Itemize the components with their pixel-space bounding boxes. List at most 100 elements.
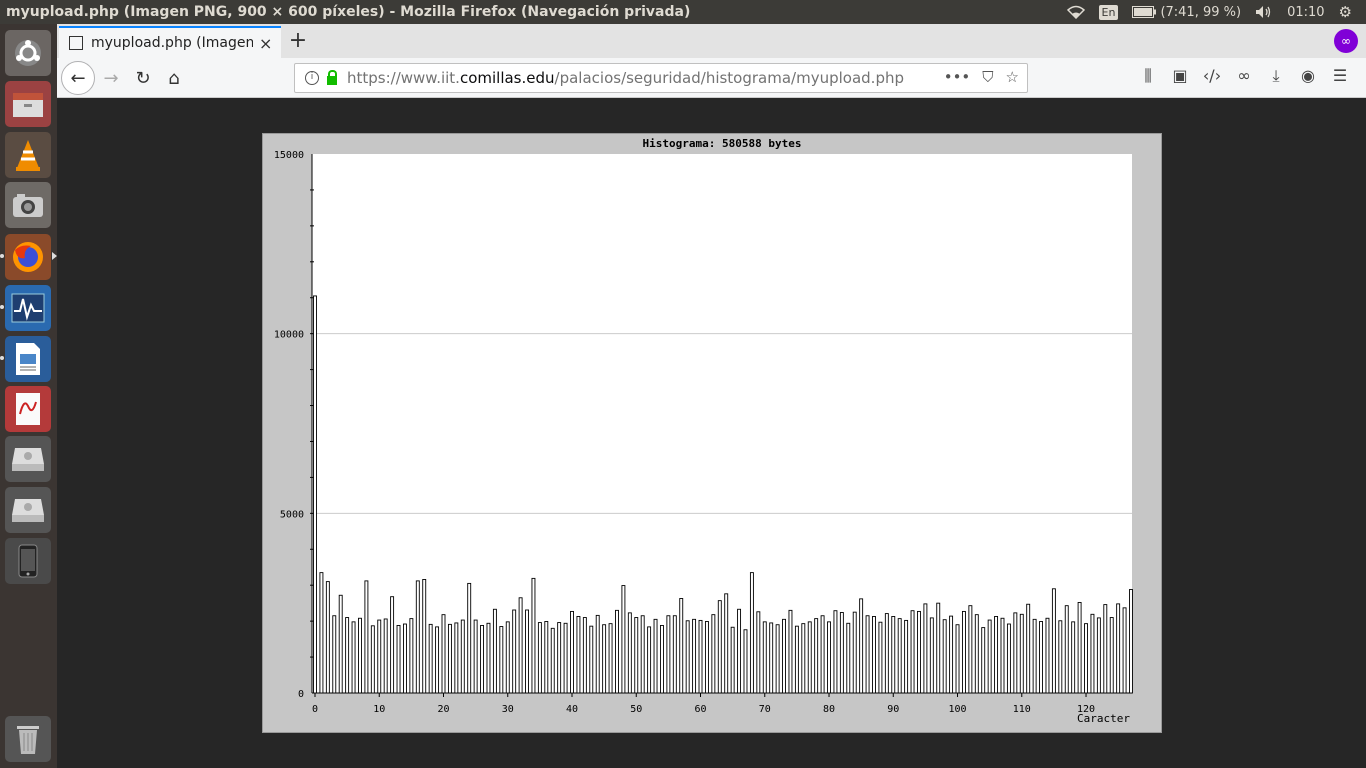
histogram-bar bbox=[910, 610, 915, 694]
wifi-icon[interactable] bbox=[1066, 5, 1085, 19]
vlc-icon[interactable] bbox=[5, 132, 51, 178]
histogram-bar bbox=[608, 623, 613, 694]
pocket-icon[interactable]: ⛉ bbox=[982, 68, 994, 86]
histogram-bar bbox=[711, 614, 716, 694]
x-tick-label: 50 bbox=[630, 704, 642, 715]
histogram-bar bbox=[576, 616, 581, 694]
drive-icon[interactable] bbox=[5, 487, 51, 533]
tab-label: myupload.php (Imagen P bbox=[91, 35, 253, 51]
ubuntu-icon[interactable] bbox=[5, 30, 51, 76]
x-tick-label: 10 bbox=[373, 704, 385, 715]
histogram-bar bbox=[390, 596, 395, 694]
system-monitor-icon[interactable] bbox=[5, 285, 51, 331]
camera-icon[interactable] bbox=[5, 182, 51, 228]
histogram-bar bbox=[794, 625, 799, 694]
x-tick-label: 0 bbox=[312, 704, 318, 715]
histogram-bar bbox=[415, 580, 420, 694]
url-bar[interactable]: i https://www.iit.comillas.edu/palacios/… bbox=[294, 63, 1028, 93]
chart-title: Histograma: 580588 bytes bbox=[643, 137, 802, 150]
histogram-bar bbox=[865, 615, 870, 694]
clock[interactable]: 01:10 bbox=[1287, 4, 1325, 20]
reload-button[interactable]: ↻ bbox=[135, 67, 151, 89]
histogram-bar bbox=[1064, 605, 1069, 694]
page-actions-icon[interactable]: ••• bbox=[943, 68, 971, 86]
histogram-bar bbox=[827, 621, 831, 694]
histogram-bar bbox=[403, 623, 407, 694]
file-cabinet-icon[interactable] bbox=[5, 81, 51, 127]
histogram-bar bbox=[319, 572, 324, 694]
histogram-bar bbox=[904, 619, 909, 694]
histogram-bar bbox=[955, 624, 960, 694]
trash-icon[interactable] bbox=[5, 716, 51, 762]
histogram-bar bbox=[1103, 604, 1108, 694]
histogram-bar bbox=[505, 621, 510, 694]
histogram-bar bbox=[974, 614, 979, 694]
histogram-bar bbox=[891, 616, 896, 694]
x-tick-label: 60 bbox=[694, 704, 706, 715]
firefox-icon[interactable] bbox=[5, 234, 51, 280]
unity-launcher bbox=[0, 24, 57, 768]
histogram-bar bbox=[544, 621, 549, 694]
histogram-bar bbox=[814, 618, 819, 694]
histogram-bar bbox=[839, 612, 844, 694]
close-tab-icon[interactable]: × bbox=[259, 33, 273, 53]
battery-indicator[interactable]: (7:41, 99 %) bbox=[1132, 5, 1241, 20]
histogram-bar bbox=[679, 598, 684, 694]
histogram-bar bbox=[884, 613, 889, 694]
drive-icon[interactable] bbox=[5, 436, 51, 482]
gear-icon[interactable]: ⚙ bbox=[1338, 3, 1352, 21]
histogram-bar bbox=[1032, 618, 1037, 694]
histogram-bar bbox=[422, 579, 427, 694]
site-info-icon[interactable]: i bbox=[305, 71, 319, 85]
menu-icon[interactable]: ☰ bbox=[1332, 66, 1348, 85]
forward-button[interactable]: → bbox=[103, 67, 119, 89]
histogram-chart: 0 5000 10000 15000 0 10 20 30 40 50 60 70 80 90 100 110… bbox=[274, 137, 1133, 725]
pdf-viewer-icon[interactable] bbox=[5, 386, 51, 432]
histogram-bar bbox=[447, 623, 452, 694]
lock-icon[interactable] bbox=[327, 69, 337, 85]
home-button[interactable]: ⌂ bbox=[168, 67, 180, 89]
focus-indicator bbox=[52, 252, 57, 260]
bookmark-star-icon[interactable]: ☆ bbox=[1005, 68, 1019, 86]
keyboard-language-indicator[interactable]: En bbox=[1098, 4, 1119, 20]
histogram-bar bbox=[480, 624, 485, 694]
histogram-bar bbox=[563, 622, 568, 694]
volume-icon[interactable] bbox=[1255, 5, 1273, 19]
histogram-bar bbox=[1122, 607, 1127, 694]
histogram-bar bbox=[981, 627, 986, 694]
url-text[interactable]: https://www.iit.comillas.edu/palacios/se… bbox=[347, 69, 904, 87]
histogram-bar bbox=[525, 609, 529, 694]
histogram-bar bbox=[602, 624, 607, 694]
histogram-bar bbox=[1051, 588, 1056, 694]
phone-icon[interactable] bbox=[5, 538, 51, 584]
library-icon[interactable]: ⫼ bbox=[1144, 66, 1152, 85]
histogram-bar bbox=[846, 622, 851, 694]
histogram-bar bbox=[621, 585, 626, 694]
histogram-bar bbox=[737, 608, 742, 694]
private-mask-icon[interactable]: ∞ bbox=[1237, 66, 1251, 85]
developer-tools-icon[interactable]: ‹/› bbox=[1202, 66, 1222, 85]
sidebar-icon[interactable]: ▣ bbox=[1172, 66, 1188, 85]
account-icon[interactable]: ◉ bbox=[1301, 66, 1315, 85]
histogram-bar bbox=[377, 619, 382, 694]
window-title: myupload.php (Imagen PNG, 900 × 600 píxe… bbox=[6, 4, 691, 20]
histogram-bar bbox=[917, 610, 921, 694]
histogram-bar bbox=[486, 622, 491, 694]
running-indicator bbox=[0, 305, 4, 309]
tab-myupload[interactable]: myupload.php (Imagen P × bbox=[59, 26, 281, 58]
back-button[interactable]: ← bbox=[61, 61, 95, 95]
histogram-bar bbox=[1039, 621, 1043, 694]
histogram-bar bbox=[441, 614, 446, 694]
histogram-bar bbox=[467, 582, 472, 694]
histogram-bar bbox=[460, 619, 465, 694]
downloads-icon[interactable]: ⤓ bbox=[1272, 66, 1280, 85]
histogram-bar bbox=[557, 622, 562, 694]
histogram-bar bbox=[1045, 617, 1050, 694]
histogram-bar bbox=[730, 626, 735, 694]
histogram-image: 0 5000 10000 15000 0 10 20 30 40 50 60 70 80 90 100 110… bbox=[262, 133, 1162, 733]
page-content: 0 5000 10000 15000 0 10 20 30 40 50 60 70 80 90 100 110… bbox=[57, 98, 1366, 768]
x-tick-label: 120 bbox=[1077, 704, 1095, 715]
new-tab-button[interactable]: + bbox=[288, 28, 308, 53]
navigation-toolbar: ← → ↻ ⌂ i https://www.iit.comillas.edu/p… bbox=[57, 58, 1366, 98]
writer-icon[interactable] bbox=[5, 336, 51, 382]
